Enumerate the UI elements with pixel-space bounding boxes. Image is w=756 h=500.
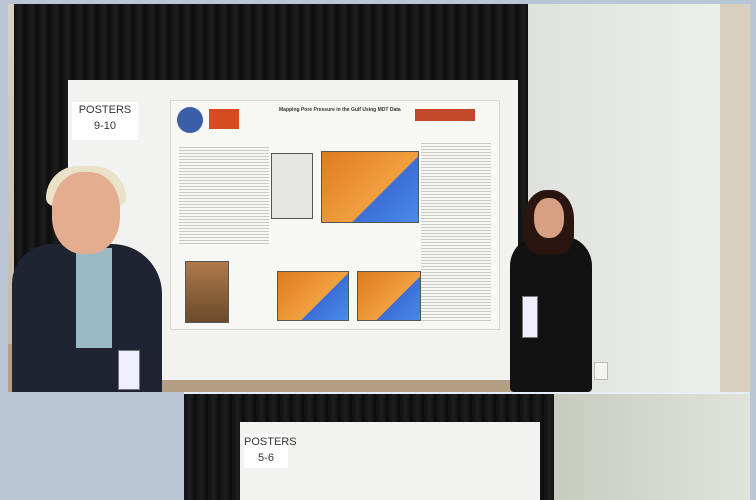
research-poster: Mapping Pore Pressure in the Gulf Using … bbox=[170, 100, 500, 330]
map-logo-icon bbox=[209, 109, 239, 129]
wall-outlet bbox=[594, 362, 608, 380]
poster-number-label: POSTERS 5-6 bbox=[244, 434, 297, 468]
photo-poster-session-bottom: POSTERS 5-6 bbox=[184, 392, 750, 500]
pressure-map-large bbox=[321, 151, 419, 223]
side-wall bbox=[554, 394, 750, 500]
man-face bbox=[52, 172, 120, 254]
geosciences-logo-icon bbox=[415, 109, 475, 121]
well-log-figure bbox=[271, 153, 313, 219]
name-badge bbox=[522, 296, 538, 338]
poster-number-label: POSTERS 9-10 bbox=[72, 102, 138, 140]
name-badge bbox=[118, 350, 140, 390]
photo-poster-session-top: POSTERS 9-10 Mapping Pore Pressure in th… bbox=[8, 4, 750, 392]
poster-text-column-right bbox=[421, 141, 491, 321]
core-photo bbox=[185, 261, 229, 323]
pressure-map-small-right bbox=[357, 271, 421, 321]
poster-board: POSTERS 9-10 Mapping Pore Pressure in th… bbox=[68, 80, 518, 380]
poster-board: POSTERS 5-6 bbox=[240, 422, 540, 500]
pillar bbox=[720, 4, 750, 392]
university-seal-icon bbox=[177, 107, 203, 133]
poster-text-column-left bbox=[179, 145, 269, 245]
man-shirt bbox=[76, 248, 112, 348]
pressure-map-small-left bbox=[277, 271, 349, 321]
woman-face bbox=[534, 198, 564, 238]
poster-title: Mapping Pore Pressure in the Gulf Using … bbox=[279, 107, 401, 113]
